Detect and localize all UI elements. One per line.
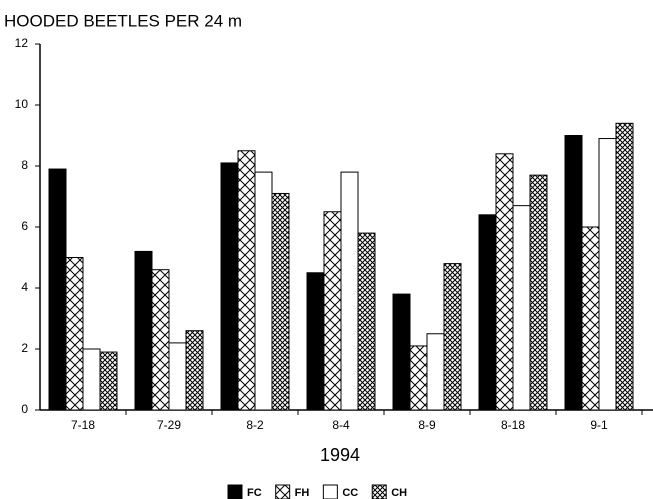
bar <box>151 269 170 411</box>
y-tick-label: 6 <box>21 219 28 233</box>
bar <box>581 226 600 411</box>
bar <box>168 342 187 411</box>
y-tick-label: 2 <box>21 341 28 355</box>
bar <box>564 135 583 411</box>
bar <box>409 345 428 411</box>
x-tick-label: 8-18 <box>501 418 525 432</box>
bar <box>323 211 342 411</box>
bar <box>185 330 204 411</box>
bar <box>99 351 118 411</box>
x-tick-label: 8-4 <box>332 418 350 432</box>
legend-label: FC <box>247 487 262 499</box>
legend-label: FH <box>295 487 310 499</box>
bar <box>237 150 256 411</box>
bar <box>340 171 359 411</box>
y-tick-label: 0 <box>21 402 28 416</box>
bar <box>615 122 634 411</box>
x-axis-label: 1994 <box>320 445 360 465</box>
bar <box>82 348 101 411</box>
legend-label: CC <box>342 487 358 499</box>
legend-swatch <box>322 484 338 499</box>
bar <box>529 174 548 411</box>
x-tick-label: 8-9 <box>418 418 436 432</box>
bar <box>48 168 67 411</box>
x-tick-label: 7-29 <box>157 418 181 432</box>
x-tick-label: 8-2 <box>246 418 264 432</box>
y-tick-label: 4 <box>21 280 28 294</box>
bar <box>512 205 531 411</box>
y-tick-label: 12 <box>15 36 29 50</box>
y-tick-label: 8 <box>21 158 28 172</box>
chart-title: HOODED BEETLES PER 24 m <box>4 11 242 30</box>
bar <box>271 192 290 411</box>
x-tick-label: 7-18 <box>71 418 95 432</box>
bar <box>392 293 411 411</box>
bar <box>254 171 273 411</box>
bar <box>357 232 376 411</box>
bar <box>598 138 617 411</box>
legend-label: CH <box>391 487 407 499</box>
legend-swatch <box>227 484 243 499</box>
bar <box>134 250 153 411</box>
bar <box>220 162 239 411</box>
legend-swatch <box>371 484 387 499</box>
bar <box>495 153 514 411</box>
bar <box>443 263 462 411</box>
bar <box>306 272 325 411</box>
legend-swatch <box>275 484 291 499</box>
y-tick-label: 10 <box>15 97 29 111</box>
x-tick-label: 9-1 <box>590 418 608 432</box>
bar <box>426 333 445 411</box>
bar <box>65 257 84 411</box>
bar <box>478 214 497 411</box>
